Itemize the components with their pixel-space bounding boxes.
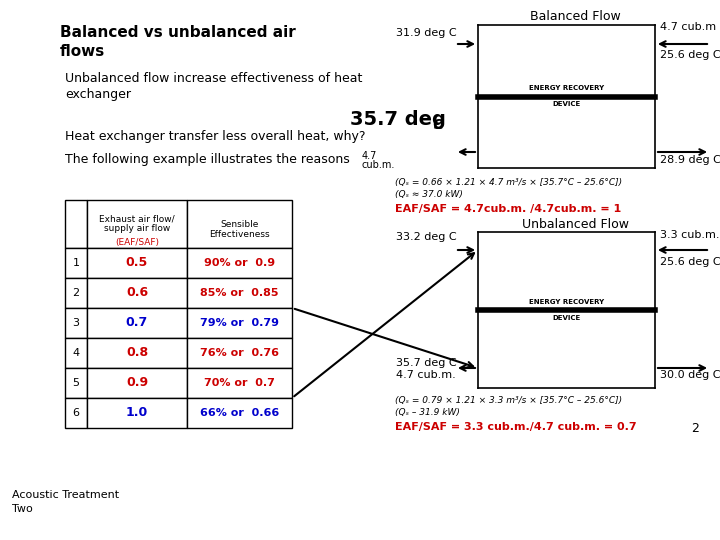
Text: 79% or  0.79: 79% or 0.79 [200, 318, 279, 328]
Text: 30.0 deg C: 30.0 deg C [660, 370, 720, 380]
Text: 0.5: 0.5 [126, 256, 148, 269]
Text: (EAF/SAF): (EAF/SAF) [115, 238, 159, 247]
Text: 35.7 deg C: 35.7 deg C [396, 358, 456, 368]
Text: 4.7 cub.m: 4.7 cub.m [660, 22, 716, 32]
Bar [187, 308, 292, 338]
Text: 3: 3 [73, 318, 79, 328]
Text: 0.8: 0.8 [126, 347, 148, 360]
Text: 35.7 deg: 35.7 deg [350, 110, 446, 129]
Text: 25.6 deg C: 25.6 deg C [660, 257, 720, 267]
Text: 6: 6 [73, 408, 79, 418]
Text: (Qₛ = 0.66 × 1.21 × 4.7 m³/s × [35.7°C – 25.6°C]): (Qₛ = 0.66 × 1.21 × 4.7 m³/s × [35.7°C –… [395, 178, 622, 187]
Text: 85% or  0.85: 85% or 0.85 [200, 288, 279, 298]
Bar [87, 398, 187, 428]
Bar [65, 368, 87, 398]
Text: C: C [432, 118, 442, 132]
Text: Exhaust air flow/
supply air flow: Exhaust air flow/ supply air flow [99, 214, 175, 233]
Bar [65, 278, 87, 308]
Bar [65, 338, 87, 368]
Text: 90% or  0.9: 90% or 0.9 [204, 258, 275, 268]
Text: 4.7: 4.7 [362, 151, 377, 161]
Text: 70% or  0.7: 70% or 0.7 [204, 378, 275, 388]
Text: ENERGY RECOVERY: ENERGY RECOVERY [529, 85, 604, 91]
Bar [187, 368, 292, 398]
Text: cub.m.: cub.m. [362, 160, 395, 170]
Text: (Qₛ – 31.9 kW): (Qₛ – 31.9 kW) [395, 408, 460, 417]
Text: EAF/SAF = 3.3 cub.m./4.7 cub.m. = 0.7: EAF/SAF = 3.3 cub.m./4.7 cub.m. = 0.7 [395, 422, 636, 432]
Text: DEVICE: DEVICE [552, 102, 580, 107]
Text: The following example illustrates the reasons: The following example illustrates the re… [65, 153, 350, 166]
Bar [87, 248, 187, 278]
Text: EAF/SAF = 4.7cub.m. /4.7cub.m. = 1: EAF/SAF = 4.7cub.m. /4.7cub.m. = 1 [395, 204, 621, 214]
Bar [87, 338, 187, 368]
Bar [65, 200, 87, 248]
Bar [187, 248, 292, 278]
Text: 4: 4 [73, 348, 80, 358]
Text: 28.9 deg C: 28.9 deg C [660, 155, 720, 165]
Text: 0.9: 0.9 [126, 376, 148, 389]
Text: 25.6 deg C: 25.6 deg C [660, 50, 720, 60]
Bar [87, 278, 187, 308]
Bar [187, 278, 292, 308]
Text: Acoustic Treatment
Two: Acoustic Treatment Two [12, 490, 119, 514]
Bar [65, 398, 87, 428]
Text: Unbalanced flow increase effectiveness of heat
exchanger: Unbalanced flow increase effectiveness o… [65, 72, 362, 101]
Text: 0.6: 0.6 [126, 287, 148, 300]
Bar [87, 368, 187, 398]
Text: 1.0: 1.0 [126, 407, 148, 420]
Text: Heat exchanger transfer less overall heat, why?: Heat exchanger transfer less overall hea… [65, 130, 366, 143]
Bar [87, 308, 187, 338]
Text: ENERGY RECOVERY: ENERGY RECOVERY [529, 299, 604, 305]
Bar [187, 338, 292, 368]
Text: 4.7 cub.m.: 4.7 cub.m. [396, 370, 456, 380]
Bar [187, 200, 292, 248]
Text: (Qₛ = 0.79 × 1.21 × 3.3 m³/s × [35.7°C – 25.6°C]): (Qₛ = 0.79 × 1.21 × 3.3 m³/s × [35.7°C –… [395, 396, 622, 405]
Text: 76% or  0.76: 76% or 0.76 [200, 348, 279, 358]
Text: Sensible
Effectiveness: Sensible Effectiveness [210, 220, 270, 239]
Text: Balanced Flow: Balanced Flow [530, 10, 621, 23]
Text: Balanced vs unbalanced air
flows: Balanced vs unbalanced air flows [60, 25, 296, 59]
Text: 66% or  0.66: 66% or 0.66 [200, 408, 279, 418]
Bar [65, 248, 87, 278]
Text: 5: 5 [73, 378, 79, 388]
Text: 3.3 cub.m.: 3.3 cub.m. [660, 230, 719, 240]
Text: (Qₛ ≈ 37.0 kW): (Qₛ ≈ 37.0 kW) [395, 190, 463, 199]
Bar [65, 308, 87, 338]
Bar [187, 398, 292, 428]
Bar [87, 200, 187, 248]
Text: DEVICE: DEVICE [552, 315, 580, 321]
Text: 2: 2 [73, 288, 80, 298]
Text: 31.9 deg C: 31.9 deg C [396, 28, 456, 38]
Text: 1: 1 [73, 258, 79, 268]
Text: 2: 2 [691, 422, 699, 435]
Text: Unbalanced Flow: Unbalanced Flow [521, 218, 629, 231]
Text: 0.7: 0.7 [126, 316, 148, 329]
Text: 33.2 deg C: 33.2 deg C [396, 232, 456, 242]
